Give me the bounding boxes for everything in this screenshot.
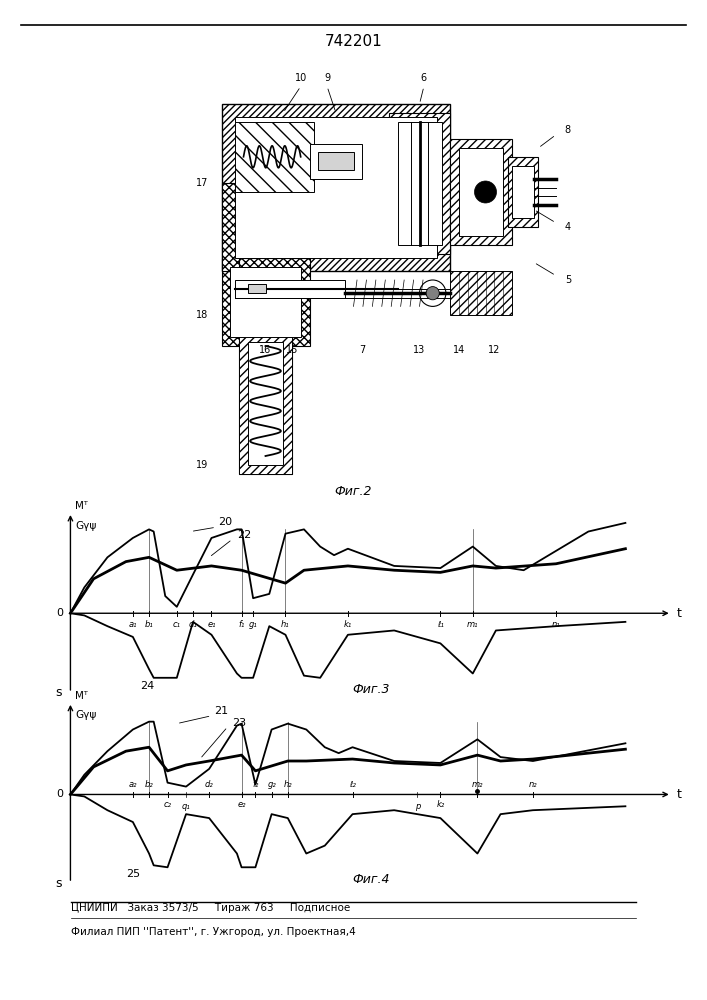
Text: m₂: m₂ xyxy=(472,780,483,789)
Text: n₁: n₁ xyxy=(551,620,561,629)
Text: d₂: d₂ xyxy=(205,780,214,789)
Text: 19: 19 xyxy=(196,460,209,470)
Text: ℓ₂: ℓ₂ xyxy=(349,780,356,789)
Bar xyxy=(221,258,310,346)
Text: 24: 24 xyxy=(140,681,154,691)
Bar xyxy=(235,117,437,258)
Text: 0: 0 xyxy=(57,789,64,799)
Bar xyxy=(450,139,512,245)
Bar xyxy=(450,271,512,315)
Text: ЦНИИПИ   Заказ 3573/5     Тираж 763     Подписное: ЦНИИПИ Заказ 3573/5 Тираж 763 Подписное xyxy=(71,903,350,913)
Text: 16: 16 xyxy=(259,345,271,355)
Text: 21: 21 xyxy=(214,706,228,716)
Text: 15: 15 xyxy=(286,345,298,355)
Circle shape xyxy=(474,181,496,203)
Text: a₂: a₂ xyxy=(129,780,137,789)
Bar xyxy=(459,148,503,236)
Bar xyxy=(397,122,441,245)
Bar xyxy=(239,333,292,474)
Bar xyxy=(508,157,538,227)
Text: c₁: c₁ xyxy=(173,620,181,629)
Text: a₁: a₁ xyxy=(129,620,137,629)
Bar xyxy=(235,122,314,192)
Text: b₁: b₁ xyxy=(145,620,153,629)
Text: 742201: 742201 xyxy=(325,34,382,49)
Text: h₁: h₁ xyxy=(281,620,290,629)
Bar xyxy=(221,183,239,271)
Text: k₂: k₂ xyxy=(436,800,445,809)
Text: t: t xyxy=(677,788,681,801)
Text: Филиал ПИП ''Патент'', г. Ужгород, ул. Проектная,4: Филиал ПИП ''Патент'', г. Ужгород, ул. П… xyxy=(71,927,356,937)
Text: 7: 7 xyxy=(359,345,366,355)
Text: h₂: h₂ xyxy=(284,780,292,789)
Text: 12: 12 xyxy=(488,345,501,355)
Text: 14: 14 xyxy=(453,345,465,355)
Text: b₂: b₂ xyxy=(145,780,153,789)
Text: p: p xyxy=(414,802,420,811)
Text: g₁: g₁ xyxy=(249,620,257,629)
Text: 23: 23 xyxy=(233,718,247,728)
Text: q₁: q₁ xyxy=(182,802,190,811)
Bar xyxy=(310,144,362,179)
Text: 10: 10 xyxy=(295,73,307,83)
Text: 22: 22 xyxy=(237,530,251,540)
Text: 9: 9 xyxy=(324,73,330,83)
Text: Фиг.3: Фиг.3 xyxy=(352,683,390,696)
Text: t: t xyxy=(677,607,681,620)
Bar xyxy=(230,267,300,337)
Text: 8: 8 xyxy=(565,125,571,135)
Text: 4: 4 xyxy=(565,222,571,232)
Text: 25: 25 xyxy=(126,869,140,879)
Bar xyxy=(512,166,534,218)
Text: s: s xyxy=(56,877,62,890)
Text: g₂: g₂ xyxy=(267,780,276,789)
Text: c₂: c₂ xyxy=(163,800,172,809)
Bar xyxy=(389,113,450,254)
Text: Gγψ: Gγψ xyxy=(75,521,96,531)
Bar xyxy=(221,104,450,271)
Text: 17: 17 xyxy=(196,178,209,188)
Text: e₂: e₂ xyxy=(238,800,246,809)
Text: s: s xyxy=(56,686,62,699)
Bar xyxy=(248,342,283,465)
Text: 0: 0 xyxy=(57,608,64,618)
Text: f₂: f₂ xyxy=(252,780,259,789)
Text: Фиг.2: Фиг.2 xyxy=(334,485,373,498)
Text: 5: 5 xyxy=(565,275,571,285)
Text: k₁: k₁ xyxy=(344,620,352,629)
Bar xyxy=(235,280,345,298)
Text: Фиг.4: Фиг.4 xyxy=(352,873,390,886)
Text: f₁: f₁ xyxy=(238,620,245,629)
Text: n₂: n₂ xyxy=(529,780,537,789)
Bar xyxy=(248,284,266,293)
Text: e₁: e₁ xyxy=(207,620,216,629)
Bar xyxy=(318,152,354,170)
Text: m₁: m₁ xyxy=(467,620,479,629)
Text: Mᵀ: Mᵀ xyxy=(75,501,88,511)
Text: Gγψ: Gγψ xyxy=(75,710,96,720)
Text: 13: 13 xyxy=(414,345,426,355)
Text: 6: 6 xyxy=(421,73,427,83)
Text: 20: 20 xyxy=(218,517,233,527)
Text: ℓ₁: ℓ₁ xyxy=(437,620,444,629)
Text: Mᵀ: Mᵀ xyxy=(75,691,88,701)
Text: d₁: d₁ xyxy=(189,620,197,629)
Text: 18: 18 xyxy=(196,310,209,320)
Circle shape xyxy=(426,287,439,300)
Bar xyxy=(239,333,292,474)
